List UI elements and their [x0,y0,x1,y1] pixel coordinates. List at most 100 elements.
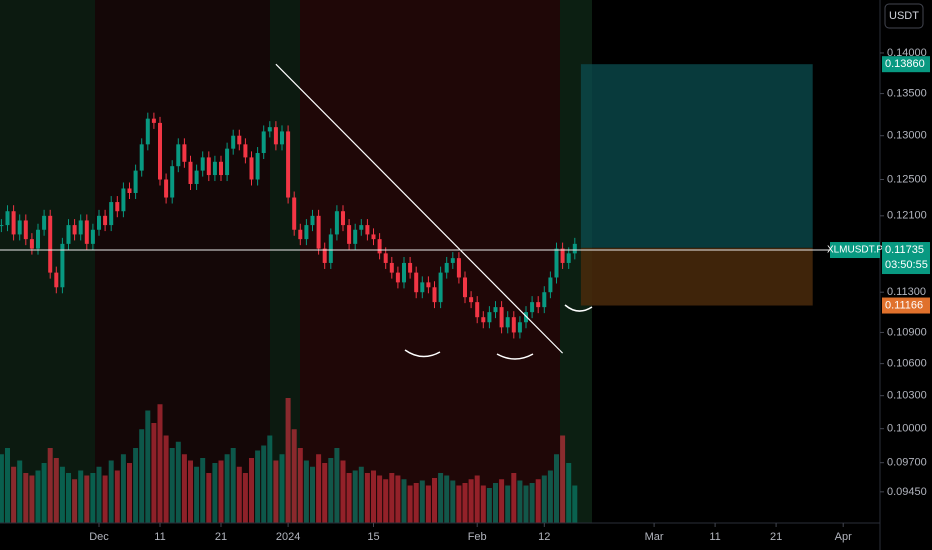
volume-bar [499,479,505,523]
candle [151,118,156,123]
volume-bar [560,435,566,523]
candle [298,229,303,240]
volume-bar [401,479,407,523]
volume-bar [242,473,248,523]
candle [231,135,236,149]
target-zone [580,64,813,248]
volume-bar [273,460,279,523]
candle [328,234,333,263]
volume-bar [169,448,175,523]
volume-bar [249,458,254,523]
candle [524,312,528,323]
volume-bar [310,466,315,523]
candle [206,157,211,176]
volume-bar [554,454,559,523]
x-tick-label: Apr [835,531,852,543]
volume-bar [218,460,224,523]
volume-bar [547,470,553,523]
pattern-arc [496,353,534,360]
candle [408,262,413,273]
volume-bar [120,454,126,523]
background-band [300,0,560,523]
volume-bar [444,475,450,523]
candle [420,282,425,293]
candle [255,153,260,180]
volume-bar [462,483,468,523]
y-tick-label: 0.10600 [887,358,927,370]
candle [334,211,339,235]
candle [481,317,486,323]
volume-bar [456,485,462,523]
currency-button[interactable] [884,3,924,29]
stop-zone [580,247,813,306]
candle [536,302,541,308]
volume-bar [145,410,151,523]
volume-bar [72,479,78,523]
volume-bar [157,404,163,523]
candle [463,277,467,298]
volume-bar [0,454,4,523]
volume-bar [407,485,413,523]
volume-bar [66,473,71,523]
candle [200,157,205,171]
price-marker-label: 0.11166 [885,299,923,311]
background-band [0,0,95,523]
volume-bar [505,485,511,523]
volume-bar [139,429,145,523]
volume-bar [523,485,529,523]
volume-bar [188,460,193,523]
volume-bar [303,460,309,523]
candle [48,215,53,273]
candle [572,243,577,254]
volume-bar [419,480,425,523]
volume-bar [291,429,297,523]
candle [78,220,83,235]
candle [158,122,162,180]
volume-bar [438,473,444,523]
candle [450,258,455,263]
candle [84,220,89,244]
candle [347,225,352,244]
x-tick-label: Mar [645,531,664,543]
candle [280,131,284,145]
x-tick-label: 11 [709,531,720,543]
volume-bar [413,483,419,523]
candle [103,215,108,226]
x-tick-label: Dec [89,531,109,543]
pattern-arc [404,349,441,358]
y-tick-label: 0.11300 [887,286,926,298]
volume-bar [322,463,328,523]
price-marker-label: 0.13860 [885,58,925,70]
volume-bar [23,473,29,523]
candle [517,322,522,333]
volume-bar [78,470,84,523]
candle [542,292,547,308]
background-band [95,0,270,523]
volume-bar [346,473,352,523]
y-tick-label: 0.12500 [887,173,927,185]
y-tick-label: 0.13500 [887,87,927,99]
volume-bar [377,475,383,523]
volume-bar [328,458,334,523]
currency-label[interactable]: USDT [889,10,919,22]
volume-bar [480,485,486,523]
candle [359,225,364,230]
candle [164,179,169,198]
volume-bar [181,454,187,523]
volume-bar [371,470,376,523]
candle [261,131,266,154]
candle [97,215,101,230]
volume-bar [236,466,242,523]
volume-bar [352,470,358,523]
candle [11,211,16,235]
volume-bar [41,463,47,523]
volume-bar [212,463,218,523]
volume-bar [517,480,523,523]
symbol-tag [830,242,880,259]
candle [219,161,223,176]
candle [444,262,449,273]
candle [432,287,437,303]
volume-bar [535,479,541,523]
candle [42,215,47,230]
